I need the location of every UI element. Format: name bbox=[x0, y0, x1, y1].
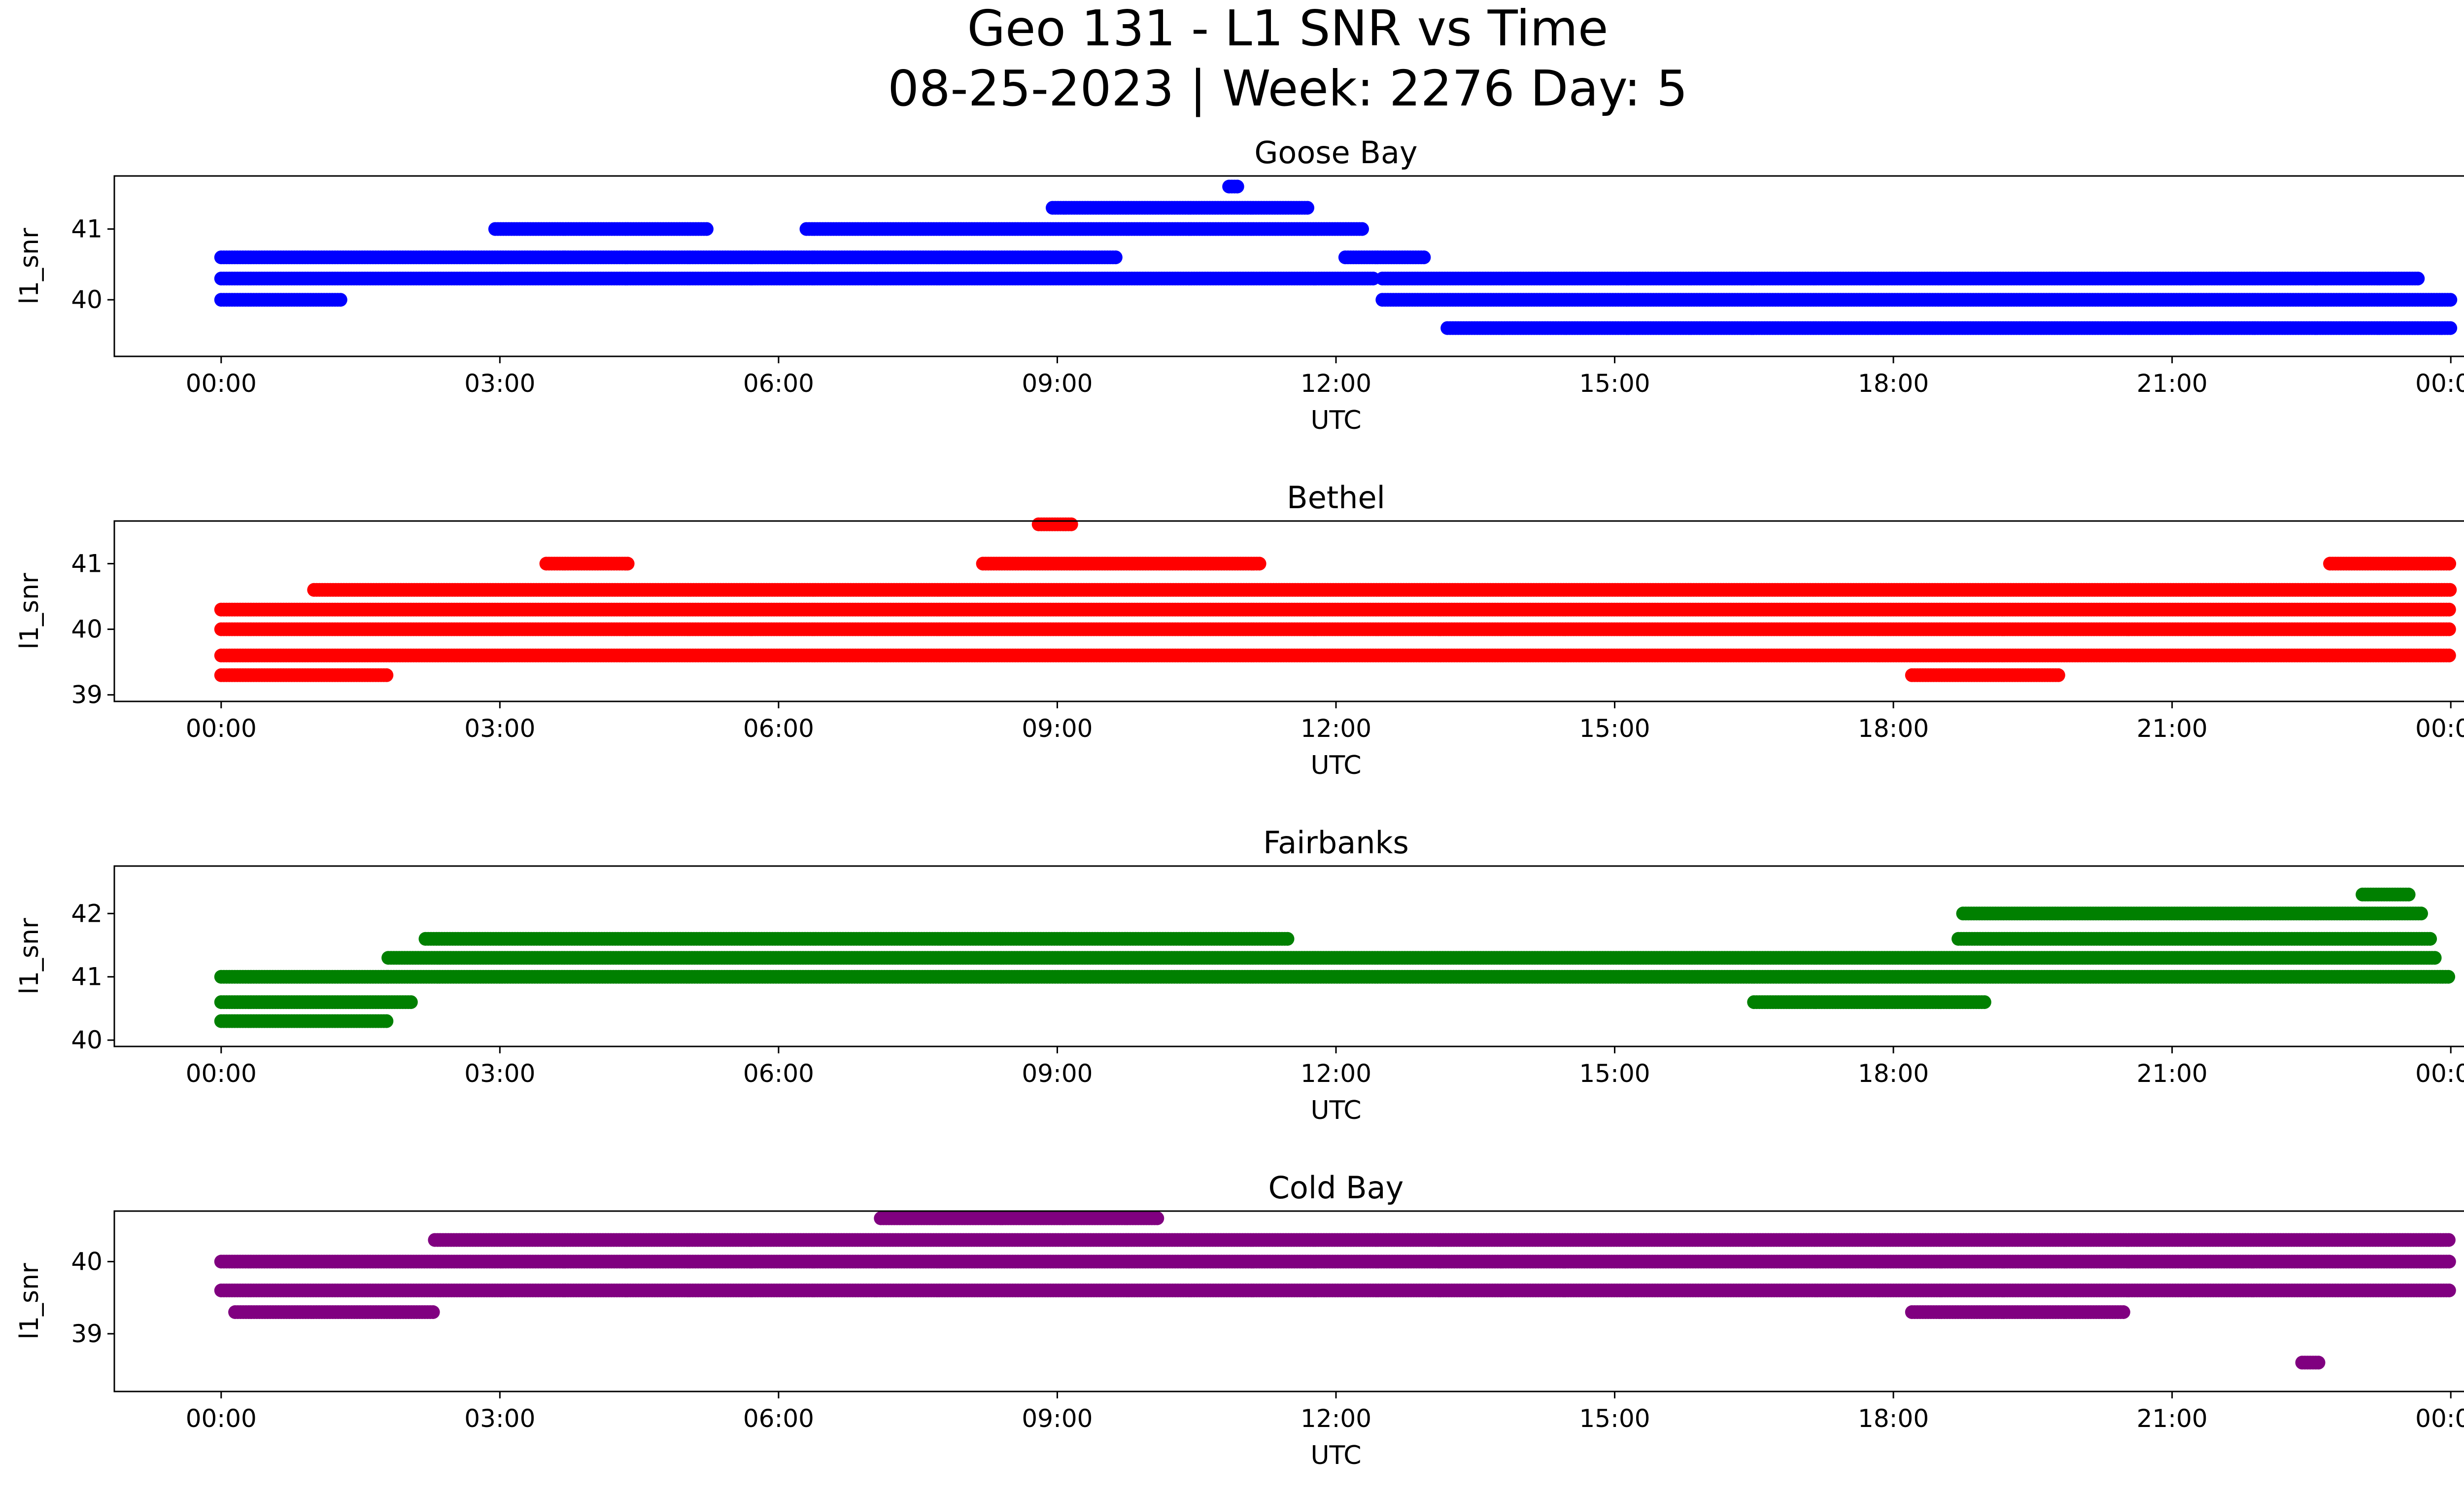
x-tick-label: 09:00 bbox=[1022, 369, 1093, 398]
data-point bbox=[1300, 201, 1314, 215]
panel-goose-bay: 00:00 03:00 06:00 09:00 12:00 15:00 18:00 21:00… bbox=[15, 135, 2464, 435]
data-point bbox=[699, 222, 714, 236]
x-tick-label: 15:00 bbox=[1579, 369, 1650, 398]
data-point bbox=[2442, 602, 2456, 617]
x-axis-label: UTC bbox=[1310, 406, 1361, 435]
data-point bbox=[333, 293, 347, 307]
subplot-title: Goose Bay bbox=[1254, 135, 1417, 171]
data-point bbox=[2443, 293, 2458, 307]
x-tick-label: 21:00 bbox=[2137, 369, 2208, 398]
x-tick-label: 00:00 bbox=[2415, 369, 2464, 398]
data-point bbox=[1417, 250, 1431, 265]
data-point bbox=[2443, 321, 2458, 335]
x-tick-label: 00:00 bbox=[186, 369, 257, 398]
data-point bbox=[1355, 222, 1369, 236]
data-point bbox=[2442, 622, 2456, 636]
x-tick-label: 03:00 bbox=[464, 369, 535, 398]
x-tick-label: 18:00 bbox=[1858, 369, 1929, 398]
figure-title-line1: Geo 131 - L1 SNR vs Time bbox=[967, 0, 1608, 57]
panel-bethel: 00:00 03:00 06:00 09:00 12:00 15:00 18:00 21:00… bbox=[15, 480, 2464, 780]
points-goose-bay bbox=[214, 179, 2458, 335]
data-point bbox=[2411, 272, 2425, 286]
x-tick-label: 12:00 bbox=[1300, 369, 1371, 398]
y-axis-label: l1_snr bbox=[15, 228, 44, 305]
figure-title-line2: 08-25-2023 | Week: 2276 Day: 5 bbox=[888, 60, 1688, 117]
data-point bbox=[1230, 179, 1244, 194]
data-point bbox=[2443, 583, 2457, 597]
data-point bbox=[1108, 250, 1123, 265]
x-tick-label: 06:00 bbox=[743, 369, 814, 398]
y-tick-label: 41 bbox=[71, 215, 103, 243]
points-bethel bbox=[214, 517, 2457, 682]
y-tick-label: 40 bbox=[71, 285, 103, 314]
